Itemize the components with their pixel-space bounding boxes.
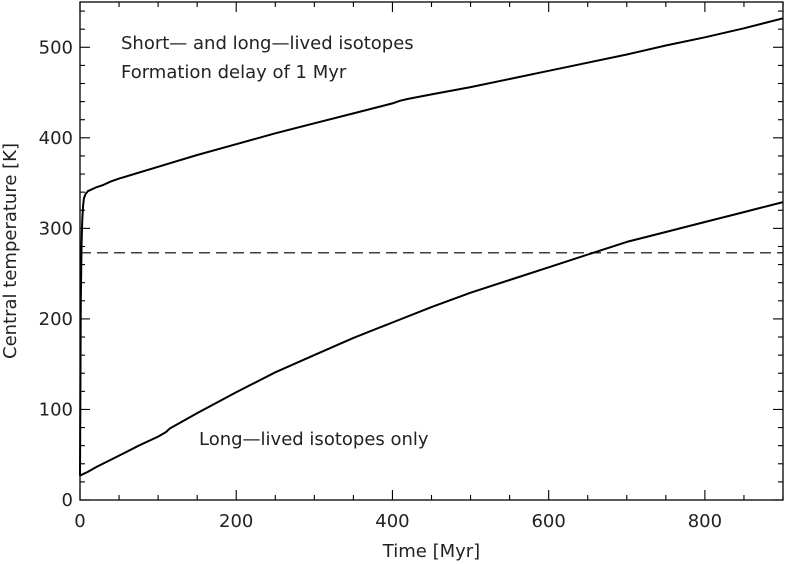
x-tick-label: 400 (375, 511, 409, 532)
series-line-1 (79, 17, 784, 476)
y-axis-label: Central temperature [K] (0, 143, 21, 359)
y-tick-label: 200 (39, 309, 73, 330)
y-tick-label: 300 (39, 218, 73, 239)
x-tick-label: 0 (74, 511, 85, 532)
annotation-top-line-1: Short— and long—lived isotopes (121, 33, 414, 54)
y-tick-label: 0 (62, 490, 73, 511)
plot-frame (79, 1, 784, 501)
x-tick-label: 800 (688, 511, 722, 532)
x-axis-label: Time [Myr] (382, 541, 480, 562)
annotation-bottom: Long—lived isotopes only (199, 429, 429, 450)
y-tick-label: 400 (39, 128, 73, 149)
x-tick-label: 200 (219, 511, 253, 532)
ticks-layer: 0 200 400 600 800 0 100 200 300 400 500 (39, 2, 784, 532)
y-tick-label: 500 (39, 37, 73, 58)
series-layer (79, 17, 784, 477)
series-line-2 (79, 201, 784, 477)
annotation-top-line-2: Formation delay of 1 Myr (121, 62, 347, 83)
y-tick-label: 100 (39, 399, 73, 420)
x-tick-label: 600 (531, 511, 565, 532)
